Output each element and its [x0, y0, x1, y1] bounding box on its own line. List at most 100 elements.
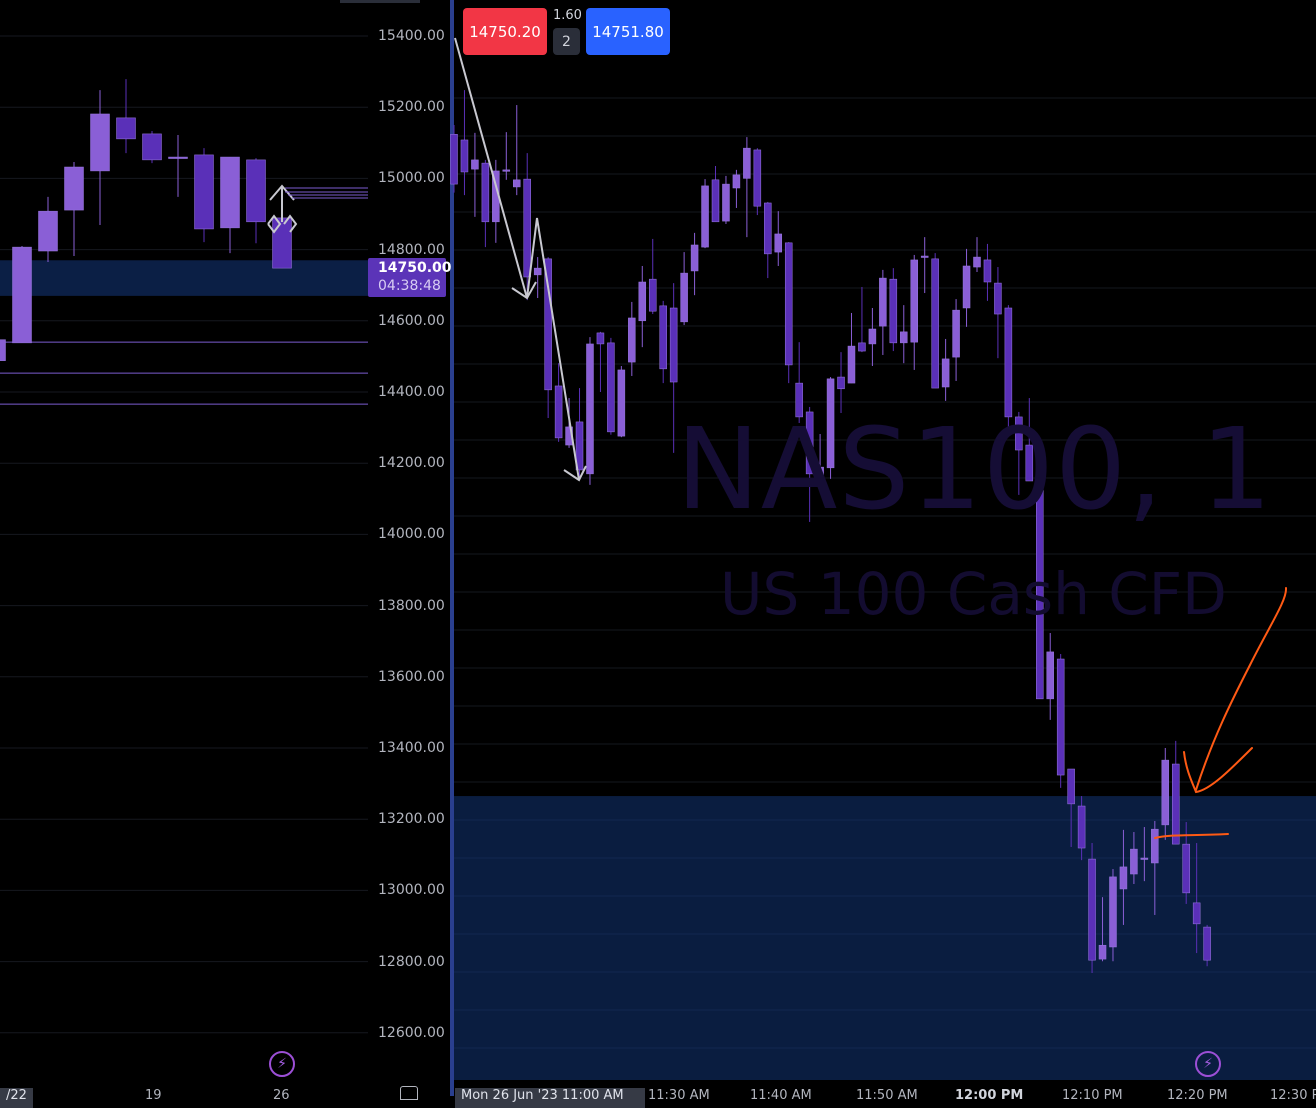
candle-body	[837, 376, 845, 390]
candle-body	[722, 183, 730, 222]
candle-body	[690, 244, 699, 272]
candle-body	[743, 147, 751, 179]
candle	[492, 159, 500, 243]
candle-body	[220, 156, 240, 229]
candle	[116, 79, 136, 154]
candle-body	[941, 358, 950, 388]
price-axis-label: 14800.00	[378, 241, 445, 258]
candle-body	[142, 133, 162, 161]
quantity-field[interactable]: 2	[553, 28, 580, 55]
candle	[460, 90, 469, 196]
candle	[962, 248, 971, 327]
candle	[1015, 411, 1023, 495]
sell-button[interactable]: 14750.20	[463, 8, 547, 55]
candle-body	[732, 174, 741, 189]
candle-body	[628, 317, 636, 363]
candle	[743, 137, 751, 238]
candle-body	[701, 185, 709, 248]
candle	[272, 217, 292, 269]
candle-body	[1161, 759, 1170, 826]
candle	[471, 132, 479, 217]
left-zone	[0, 260, 368, 296]
candle	[764, 201, 772, 279]
price-axis-label: 14000.00	[378, 526, 445, 543]
current-price-label: 14750.00 04:38:48	[368, 258, 452, 297]
candle-body	[826, 378, 835, 469]
candle-body	[1067, 768, 1075, 805]
candle-body	[1046, 651, 1054, 700]
candle-body	[450, 134, 458, 185]
price-axis-label: 14600.00	[378, 312, 445, 329]
candle	[1046, 633, 1054, 720]
candle-body	[471, 159, 479, 170]
candle-body	[1182, 843, 1190, 894]
candle	[1025, 398, 1034, 482]
candle	[533, 257, 542, 299]
candle-body	[502, 169, 511, 172]
candle-body	[116, 117, 136, 140]
axis-settings-icon[interactable]	[400, 1086, 418, 1100]
candle-body	[272, 217, 292, 269]
candle	[1004, 305, 1013, 437]
price-axis-label: 13600.00	[378, 668, 445, 685]
candle	[1056, 654, 1065, 788]
candle	[246, 158, 266, 244]
candle-body	[784, 242, 793, 366]
spread-value: 1.60	[553, 8, 582, 23]
candle	[220, 156, 240, 254]
candle	[1067, 768, 1075, 847]
candle-body	[607, 342, 615, 433]
candle-body	[1015, 416, 1023, 451]
symbol-description-watermark: US 100 Cash CFD	[720, 560, 1227, 628]
candle	[648, 238, 657, 315]
price-axis-label: 13400.00	[378, 740, 445, 756]
orange-arrow-drawing[interactable]	[1154, 587, 1288, 839]
left-level-lines	[285, 187, 368, 199]
candle-body	[586, 343, 594, 475]
candle-body	[0, 339, 6, 361]
candle-body	[920, 255, 929, 258]
candle-body	[669, 307, 678, 383]
candle	[1161, 748, 1170, 840]
candle-body	[513, 179, 521, 188]
candle-body	[1171, 763, 1180, 845]
candle	[931, 253, 939, 389]
candle	[784, 242, 793, 384]
candle-body	[1140, 857, 1149, 860]
candle-body	[962, 265, 971, 309]
buy-button[interactable]: 14751.80	[586, 8, 670, 55]
candle	[168, 134, 188, 197]
candle	[941, 338, 950, 401]
candle-body	[1151, 828, 1159, 864]
candle-body	[648, 278, 657, 312]
price-axis-label: 13000.00	[378, 882, 445, 899]
candle	[910, 254, 918, 370]
pane-separator[interactable]	[450, 0, 454, 1096]
gray-arrow-drawing[interactable]	[454, 37, 587, 482]
candle-body	[1025, 444, 1034, 482]
lightning-icon[interactable]: ⚡︎	[1195, 1051, 1221, 1077]
price-axis-label: 12800.00	[378, 953, 445, 970]
candle-body	[868, 328, 877, 345]
candle-body	[596, 332, 605, 345]
candle	[628, 301, 636, 376]
candle	[753, 148, 762, 216]
lightning-icon[interactable]: ⚡︎	[269, 1051, 295, 1077]
candle-body	[753, 149, 762, 207]
candle-body	[900, 331, 908, 344]
candle	[680, 252, 688, 326]
candle-body	[246, 159, 266, 223]
candle	[0, 339, 6, 361]
candle	[701, 179, 709, 249]
candle	[847, 312, 856, 384]
candle-body	[816, 466, 824, 478]
bar-countdown: 04:38:48	[378, 278, 441, 294]
candle	[64, 162, 84, 257]
candle	[805, 406, 814, 522]
candle-body	[1109, 876, 1117, 948]
candle-body	[1130, 848, 1138, 875]
candle	[732, 169, 741, 208]
candle-body	[889, 278, 898, 344]
candle	[450, 125, 458, 193]
